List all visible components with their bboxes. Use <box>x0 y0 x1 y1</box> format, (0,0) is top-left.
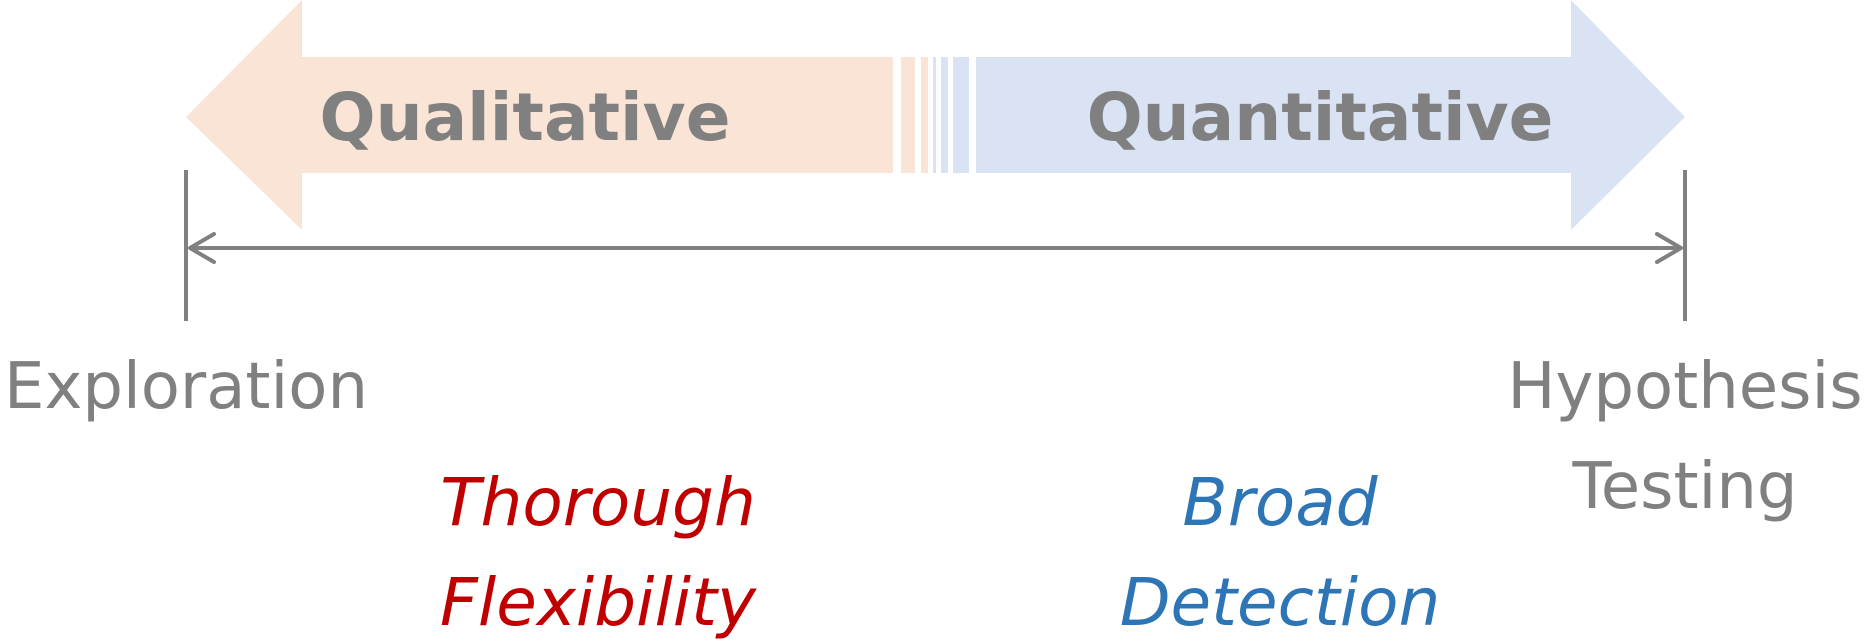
thorough-label: Thorough <box>440 464 756 541</box>
flexibility-label: Flexibility <box>440 564 757 641</box>
transition-stripe <box>933 57 936 173</box>
exploration-testing-axis <box>184 170 1687 321</box>
transition-stripe <box>941 57 948 173</box>
axis-left-arrowhead <box>188 232 216 264</box>
transition-stripe <box>921 57 928 173</box>
exploration-label: Exploration <box>4 350 368 424</box>
detection-label: Detection <box>1120 564 1441 641</box>
qualitative-label: Qualitative <box>320 79 731 156</box>
testing-label: Testing <box>1572 450 1798 524</box>
axis-right-arrowhead <box>1655 232 1683 264</box>
broad-label: Broad <box>1182 464 1378 541</box>
transition-stripe <box>901 57 915 173</box>
hypothesis-label: Hypothesis <box>1507 350 1862 424</box>
transition-stripe <box>953 57 969 173</box>
transition-stripes <box>901 57 969 173</box>
qualitative-arrow <box>186 0 893 230</box>
quantitative-label: Quantitative <box>1087 79 1554 156</box>
quantitative-arrow <box>976 0 1685 230</box>
